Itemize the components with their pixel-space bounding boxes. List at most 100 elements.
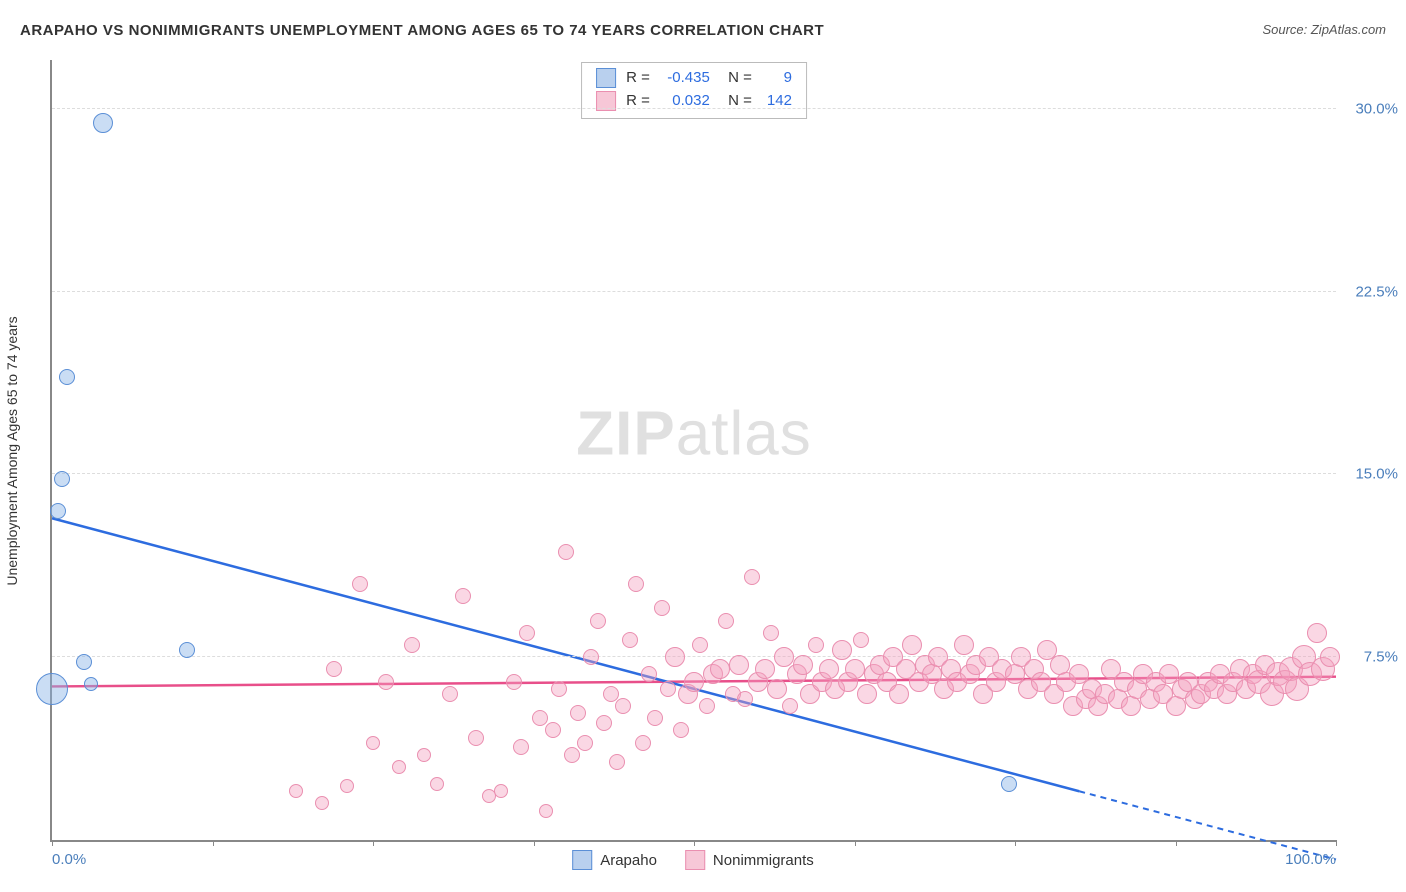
nonimmigrants-point [857, 684, 877, 704]
source-label: Source: ZipAtlas.com [1262, 22, 1386, 37]
nonimmigrants-point [660, 681, 676, 697]
bottom-legend: Arapaho Nonimmigrants [572, 850, 814, 870]
nonimmigrants-point [628, 576, 644, 592]
x-tick-label: 0.0% [52, 851, 86, 868]
x-tick [373, 840, 374, 846]
nonimmigrants-point [767, 679, 787, 699]
y-tick-label: 7.5% [1343, 649, 1398, 666]
nonimmigrants-point [673, 722, 689, 738]
arapaho-point [179, 642, 195, 658]
swatch-arapaho [572, 850, 592, 870]
nonimmigrants-point [366, 736, 380, 750]
nonimmigrants-point [378, 674, 394, 690]
nonimmigrants-point [417, 748, 431, 762]
gridline [52, 108, 1336, 109]
stats-row-arapaho: R = -0.435 N = 9 [596, 67, 792, 90]
nonimmigrants-point [513, 739, 529, 755]
nonimmigrants-point [564, 747, 580, 763]
nonimmigrants-point [699, 698, 715, 714]
arapaho-point [59, 369, 75, 385]
stats-legend: R = -0.435 N = 9 R = 0.032 N = 142 [581, 62, 807, 119]
arapaho-point [1001, 776, 1017, 792]
nonimmigrants-point [289, 784, 303, 798]
nonimmigrants-point [603, 686, 619, 702]
x-tick [52, 840, 53, 846]
nonimmigrants-point [532, 710, 548, 726]
nonimmigrants-point [352, 576, 368, 592]
x-tick [1015, 840, 1016, 846]
chart-title: ARAPAHO VS NONIMMIGRANTS UNEMPLOYMENT AM… [20, 22, 824, 39]
plot-area: ZIPatlas R = -0.435 N = 9 R = 0.032 N = … [50, 60, 1336, 842]
nonimmigrants-point [570, 705, 586, 721]
n-value-arapaho: 9 [762, 67, 792, 90]
nonimmigrants-point [710, 659, 730, 679]
nonimmigrants-point [902, 635, 922, 655]
swatch-nonimmigrants [685, 850, 705, 870]
nonimmigrants-point [577, 735, 593, 751]
legend-label-arapaho: Arapaho [600, 852, 657, 869]
nonimmigrants-point [622, 632, 638, 648]
x-tick-label: 100.0% [1285, 851, 1336, 868]
nonimmigrants-point [692, 637, 708, 653]
nonimmigrants-point [654, 600, 670, 616]
nonimmigrants-point [392, 760, 406, 774]
y-tick-label: 15.0% [1343, 466, 1398, 483]
nonimmigrants-point [1320, 647, 1340, 667]
nonimmigrants-point [615, 698, 631, 714]
nonimmigrants-point [635, 735, 651, 751]
nonimmigrants-point [506, 674, 522, 690]
x-tick [694, 840, 695, 846]
nonimmigrants-point [539, 804, 553, 818]
r-value-arapaho: -0.435 [660, 67, 710, 90]
y-tick-label: 30.0% [1343, 100, 1398, 117]
nonimmigrants-point [954, 635, 974, 655]
nonimmigrants-point [763, 625, 779, 641]
nonimmigrants-point [590, 613, 606, 629]
x-tick [213, 840, 214, 846]
nonimmigrants-point [793, 655, 813, 675]
nonimmigrants-point [819, 659, 839, 679]
chart-container: Unemployment Among Ages 65 to 74 years Z… [50, 60, 1336, 842]
nonimmigrants-point [519, 625, 535, 641]
nonimmigrants-point [782, 698, 798, 714]
nonimmigrants-point [808, 637, 824, 653]
nonimmigrants-point [647, 710, 663, 726]
nonimmigrants-point [442, 686, 458, 702]
swatch-arapaho [596, 68, 616, 88]
gridline [52, 291, 1336, 292]
arapaho-point [54, 471, 70, 487]
watermark: ZIPatlas [576, 399, 811, 470]
arapaho-point [50, 503, 66, 519]
arapaho-point [36, 673, 68, 705]
nonimmigrants-point [665, 647, 685, 667]
nonimmigrants-point [774, 647, 794, 667]
watermark-bold: ZIP [576, 400, 675, 469]
nonimmigrants-point [494, 784, 508, 798]
nonimmigrants-point [737, 691, 753, 707]
nonimmigrants-point [468, 730, 484, 746]
n-label: N = [720, 67, 752, 90]
nonimmigrants-point [609, 754, 625, 770]
x-tick [534, 840, 535, 846]
nonimmigrants-point [558, 544, 574, 560]
nonimmigrants-point [684, 672, 704, 692]
arapaho-point [76, 654, 92, 670]
arapaho-point [93, 113, 113, 133]
nonimmigrants-point [729, 655, 749, 675]
trend-lines [52, 60, 1336, 840]
y-tick-label: 22.5% [1343, 283, 1398, 300]
nonimmigrants-point [1307, 623, 1327, 643]
nonimmigrants-point [551, 681, 567, 697]
nonimmigrants-point [1166, 696, 1186, 716]
nonimmigrants-point [755, 659, 775, 679]
nonimmigrants-point [853, 632, 869, 648]
legend-item-arapaho: Arapaho [572, 850, 657, 870]
nonimmigrants-point [641, 666, 657, 682]
arapaho-point [84, 677, 98, 691]
nonimmigrants-point [340, 779, 354, 793]
r-label: R = [626, 67, 650, 90]
legend-item-nonimmigrants: Nonimmigrants [685, 850, 814, 870]
nonimmigrants-point [583, 649, 599, 665]
nonimmigrants-point [889, 684, 909, 704]
nonimmigrants-point [718, 613, 734, 629]
